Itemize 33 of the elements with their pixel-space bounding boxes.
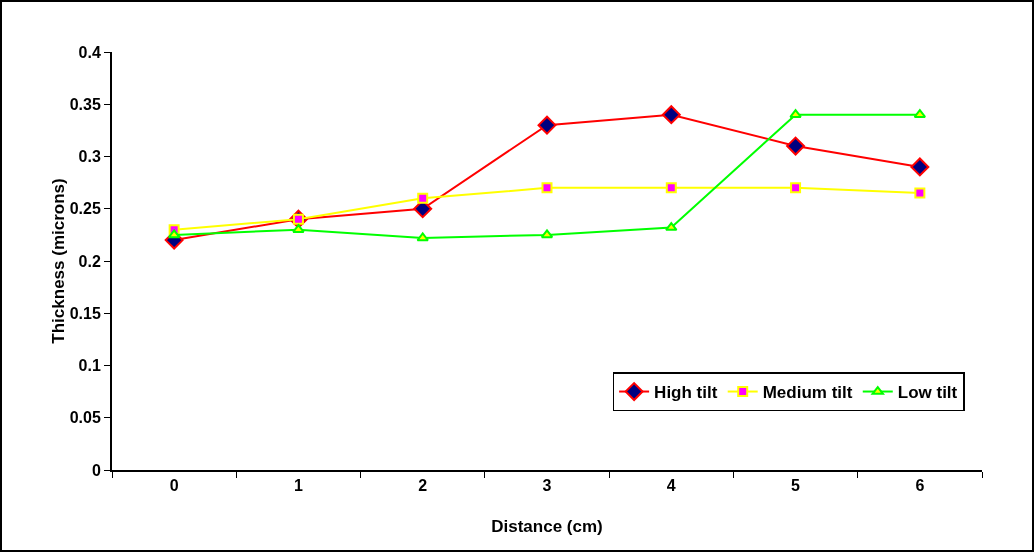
point bbox=[540, 229, 554, 239]
point bbox=[661, 105, 681, 125]
legend-label: Medium tilt bbox=[762, 383, 853, 403]
x-tick-label: 6 bbox=[915, 477, 925, 495]
x-tick-label: 0 bbox=[169, 477, 179, 495]
y-tick-label: 0.25 bbox=[69, 200, 101, 218]
y-tick-label: 0.4 bbox=[78, 43, 101, 61]
point bbox=[417, 192, 429, 204]
x-tick-label: 5 bbox=[791, 477, 801, 495]
y-tick-label: 0.15 bbox=[69, 304, 101, 322]
point bbox=[910, 157, 930, 177]
x-axis-title: Distance (cm) bbox=[491, 517, 603, 536]
legend-label: Low tilt bbox=[897, 383, 958, 403]
point bbox=[665, 182, 677, 194]
point bbox=[167, 229, 181, 239]
y-tick-label: 0.05 bbox=[69, 409, 101, 427]
legend-label: High tilt bbox=[654, 383, 718, 403]
y-tick-label: 0.3 bbox=[78, 148, 101, 166]
x-tick-label: 4 bbox=[666, 477, 676, 495]
x-tick-label: 2 bbox=[418, 477, 428, 495]
point bbox=[541, 182, 553, 194]
y-tick-label: 0.35 bbox=[69, 95, 101, 113]
y-tick-label: 0.2 bbox=[78, 252, 101, 270]
point bbox=[790, 182, 802, 194]
point bbox=[786, 136, 806, 156]
point bbox=[537, 115, 557, 135]
x-tick-label: 3 bbox=[542, 477, 552, 495]
y-tick-label: 0 bbox=[91, 461, 101, 479]
point bbox=[416, 232, 429, 242]
point bbox=[914, 187, 926, 199]
y-tick-label: 0.1 bbox=[78, 357, 101, 375]
y-axis-title: Thickness (microns) bbox=[48, 178, 68, 344]
x-tick-label: 1 bbox=[293, 477, 303, 495]
